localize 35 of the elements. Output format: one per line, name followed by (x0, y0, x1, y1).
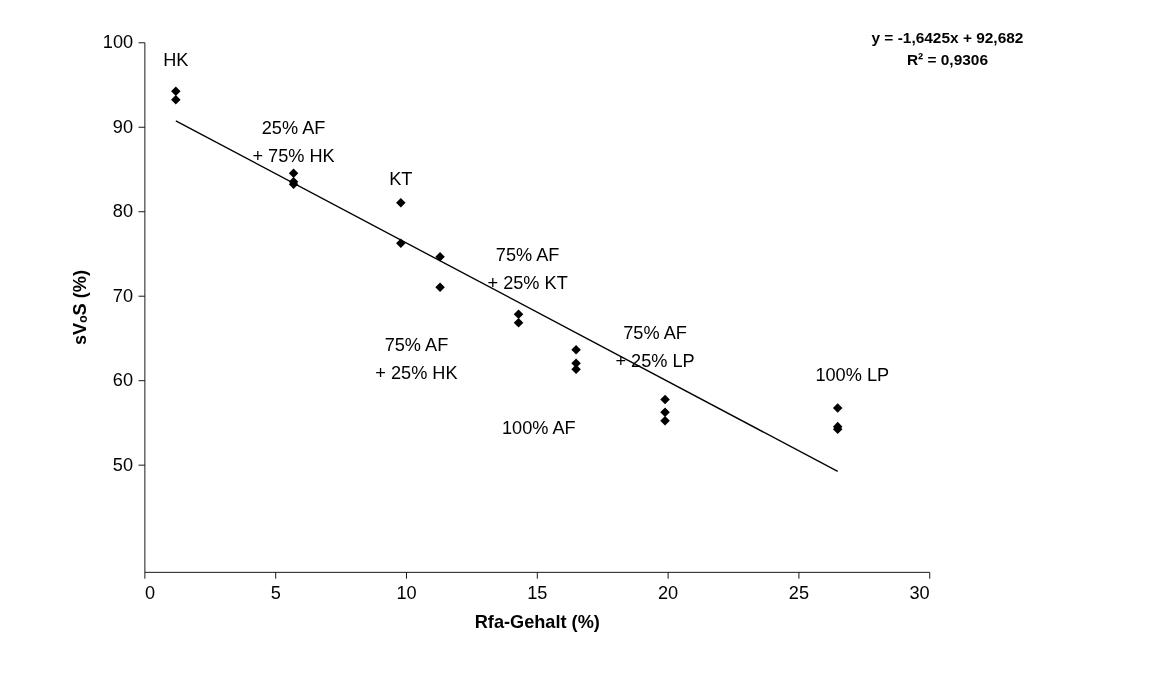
point (396, 198, 406, 208)
annotation: 75% AF + 25% HK (375, 334, 458, 384)
point (660, 407, 670, 418)
point (660, 415, 670, 426)
point (171, 94, 181, 105)
x-tick-label: 15 (527, 582, 548, 603)
y-tick-label: 80 (112, 201, 134, 222)
point (288, 168, 299, 178)
point (513, 317, 524, 328)
x-tick-label: 25 (788, 582, 810, 603)
x-tick-label: 30 (909, 582, 930, 603)
annotation: 100% AF (502, 417, 576, 438)
x-tick-label: 10 (396, 582, 417, 603)
y-tick-label: 90 (112, 116, 134, 137)
point (571, 345, 581, 355)
point (513, 309, 524, 320)
y-tick-label: 70 (112, 285, 134, 306)
y-tick-label: 60 (112, 370, 134, 391)
x-tick-label: 0 (144, 582, 155, 603)
annotation: HK (163, 49, 189, 70)
x-tick-label: 5 (270, 582, 281, 603)
x-axis-title: Rfa-Gehalt (%) (474, 611, 600, 632)
point (832, 403, 843, 413)
annotation: y = -1,6425x + 92,682 R² = 0,9306 (871, 29, 1024, 69)
annotation: 25% AF + 75% HK (252, 118, 335, 167)
point (660, 394, 670, 405)
annotation: KT (389, 168, 413, 189)
y-axis-title: sVₒS (%) (70, 270, 91, 346)
point (435, 282, 445, 293)
y-tick-label: 100 (102, 32, 134, 53)
x-tick-label: 20 (658, 582, 679, 603)
point (171, 86, 181, 97)
y-tick-label: 50 (112, 454, 134, 475)
annotation: 75% AF + 25% KT (487, 244, 568, 293)
annotation: 100% LP (815, 364, 890, 385)
